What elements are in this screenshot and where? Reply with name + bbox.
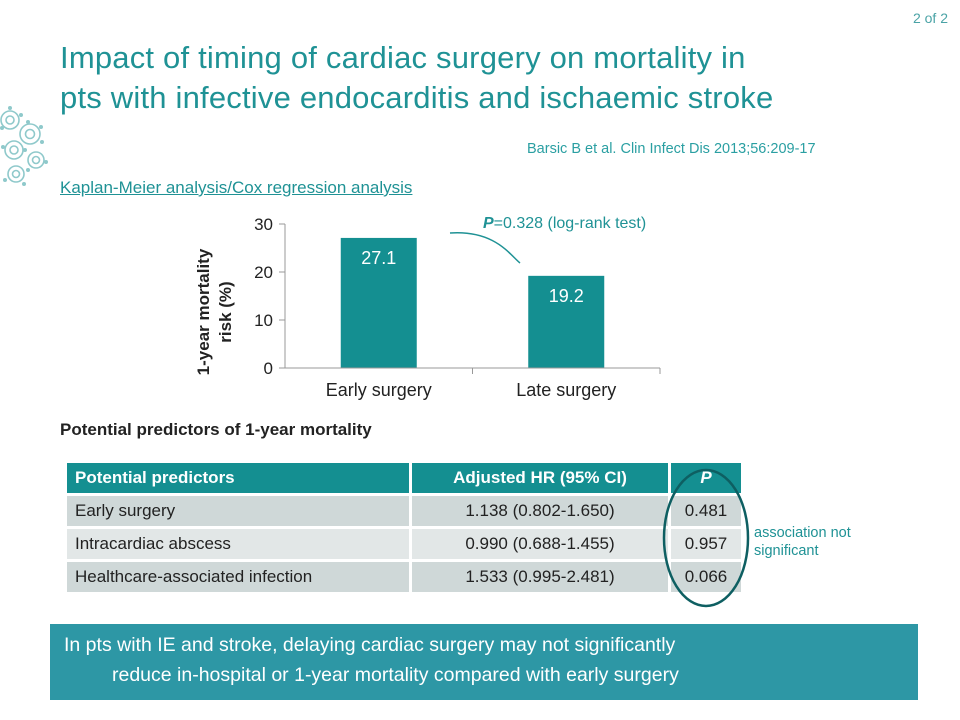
- significance-ellipse: [662, 468, 750, 608]
- citation: Barsic B et al. Clin Infect Dis 2013;56:…: [527, 141, 816, 157]
- table-row: Healthcare-associated infection 1.533 (0…: [67, 562, 741, 592]
- x-category-label: Early surgery: [326, 380, 432, 400]
- bar: [528, 275, 605, 368]
- mortality-bar-chart: 1-year mortality risk (%) 0 10 20 30 27.1 Ea…: [194, 215, 661, 400]
- predictors-heading: Potential predictors of 1-year mortality: [60, 420, 372, 439]
- predictor-cell: Early surgery: [67, 496, 409, 526]
- conclusion-line-2: reduce in-hospital or 1-year mortality c…: [112, 664, 679, 686]
- p-cell: 0.481: [671, 496, 741, 526]
- bar: [340, 237, 417, 368]
- table-header-row: Potential predictors Adjusted HR (95% CI…: [67, 463, 741, 493]
- conclusion-box: In pts with IE and stroke, delaying card…: [50, 624, 918, 700]
- title-line-2: pts with infective endocarditis and isch…: [60, 80, 774, 115]
- table-row: Intracardiac abscess 0.990 (0.688-1.455)…: [67, 529, 741, 559]
- conclusion-line-1: In pts with IE and stroke, delaying card…: [64, 634, 676, 656]
- header-hr: Adjusted HR (95% CI): [412, 463, 668, 493]
- p-annotation-text: =0.328 (log-rank test): [494, 215, 647, 232]
- bar-value-label: 27.1: [361, 248, 396, 268]
- y-tick-label: 10: [254, 311, 273, 330]
- hr-cell: 1.138 (0.802-1.650): [412, 496, 668, 526]
- header-predictor: Potential predictors: [67, 463, 409, 493]
- y-tick-label: 0: [264, 359, 273, 378]
- y-tick-label: 20: [254, 263, 273, 282]
- slide-title: Impact of timing of cardiac surgery on m…: [60, 38, 930, 118]
- predictor-cell: Intracardiac abscess: [67, 529, 409, 559]
- y-axis-label: 1-year mortality risk (%): [194, 248, 235, 375]
- hr-cell: 0.990 (0.688-1.455): [412, 529, 668, 559]
- bar-value-label: 19.2: [549, 286, 584, 306]
- annotation-bracket: [449, 232, 521, 264]
- p-symbol: P: [483, 215, 494, 232]
- predictor-cell: Healthcare-associated infection: [67, 562, 409, 592]
- y-tick-label: 30: [254, 215, 273, 234]
- y-axis-label-line-1: 1-year mortality: [194, 248, 213, 375]
- not-significant-line-2: significant: [754, 543, 819, 559]
- not-significant-label: association not significant: [754, 524, 851, 560]
- title-line-1: Impact of timing of cardiac surgery on m…: [60, 40, 746, 75]
- not-significant-line-1: association not: [754, 525, 851, 541]
- p-cell: 0.957: [671, 529, 741, 559]
- hr-cell: 1.533 (0.995-2.481): [412, 562, 668, 592]
- p-value-annotation: P=0.328 (log-rank test): [483, 215, 646, 232]
- analysis-link[interactable]: Kaplan-Meier analysis/Cox regression ana…: [60, 178, 413, 197]
- y-axis-label-line-2: risk (%): [216, 281, 235, 342]
- p-cell: 0.066: [671, 562, 741, 592]
- decorative-virus-icon: [0, 106, 48, 186]
- predictors-table: Potential predictors Adjusted HR (95% CI…: [64, 460, 744, 595]
- header-p: P: [671, 463, 741, 493]
- table-row: Early surgery 1.138 (0.802-1.650) 0.481: [67, 496, 741, 526]
- page-indicator: 2 of 2: [912, 10, 948, 26]
- x-category-label: Late surgery: [516, 380, 616, 400]
